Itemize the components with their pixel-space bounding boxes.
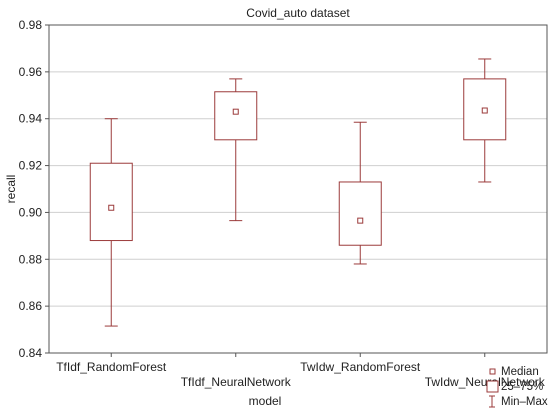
box-series — [89, 58, 507, 327]
y-axis-ticks: 0.84 0.86 0.88 0.90 0.92 0.94 0.96 0.98 — [19, 18, 49, 360]
median-symbol — [489, 368, 496, 375]
iqr-symbol — [486, 380, 499, 393]
iqr-box — [338, 181, 382, 246]
y-tick-label: 0.84 — [19, 346, 43, 360]
iqr-box — [89, 162, 133, 242]
box-4 — [463, 58, 507, 183]
x-axis-ticks: TfIdf_RandomForest TfIdf_NeuralNetwork TwI… — [56, 353, 546, 389]
legend: Median 25–75% Min–Max — [486, 366, 548, 408]
y-tick-label: 0.92 — [19, 159, 43, 173]
iqr-box — [214, 91, 258, 141]
median-marker — [232, 108, 239, 115]
y-axis-label: recall — [4, 175, 18, 204]
legend-label-median: Median — [501, 366, 539, 378]
y-tick-label: 0.90 — [19, 205, 43, 219]
y-tick-label: 0.86 — [19, 299, 43, 313]
median-marker — [108, 204, 115, 211]
chart-title: Covid_auto dataset — [246, 6, 350, 20]
x-tick-label: TfIdf_RandomForest — [56, 360, 167, 374]
box-3 — [338, 121, 382, 265]
box-2 — [214, 78, 258, 222]
x-tick-label: TwIdw_NeuralNetwork — [425, 375, 546, 389]
plot-frame — [48, 24, 548, 354]
y-tick-label: 0.88 — [19, 252, 43, 266]
box-1 — [89, 118, 133, 327]
x-axis-label: model — [249, 394, 282, 408]
median-marker — [481, 107, 488, 114]
legend-item-range: Min–Max — [489, 395, 548, 408]
x-tick-label: TwIdw_RandomForest — [300, 360, 421, 374]
y-tick-label: 0.94 — [19, 112, 43, 126]
legend-item-median: Median — [489, 366, 539, 378]
y-tick-label: 0.98 — [19, 18, 43, 32]
legend-label-range: Min–Max — [501, 396, 548, 408]
legend-item-iqr: 25–75% — [486, 380, 543, 393]
legend-label-iqr: 25–75% — [501, 381, 543, 393]
median-marker — [357, 217, 364, 224]
y-tick-label: 0.96 — [19, 65, 43, 79]
x-tick-label: TfIdf_NeuralNetwork — [181, 375, 292, 389]
